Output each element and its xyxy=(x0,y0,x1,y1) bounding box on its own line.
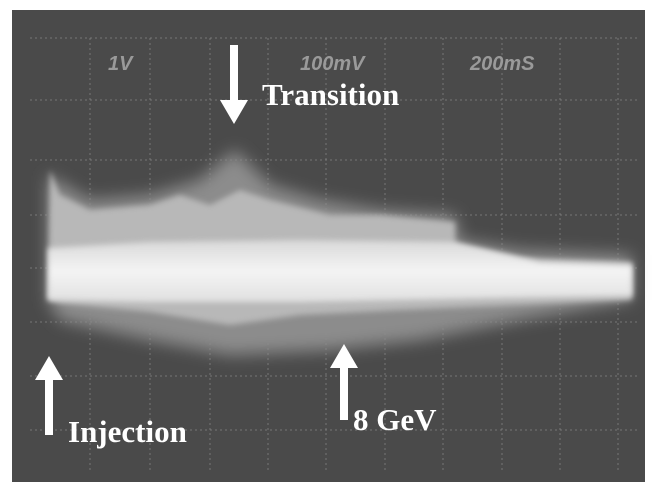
oscilloscope-photo: 1V 100mV 200mS Transition Injection 8 Ge… xyxy=(0,0,656,492)
screen-label: 200mS xyxy=(469,53,535,75)
screen-label: 100mV xyxy=(300,53,366,75)
annotation: Injection xyxy=(68,414,187,449)
annotation: Transition xyxy=(262,77,399,112)
screen-label: 1V xyxy=(108,53,134,75)
annotation: 8 GeV xyxy=(353,402,437,437)
